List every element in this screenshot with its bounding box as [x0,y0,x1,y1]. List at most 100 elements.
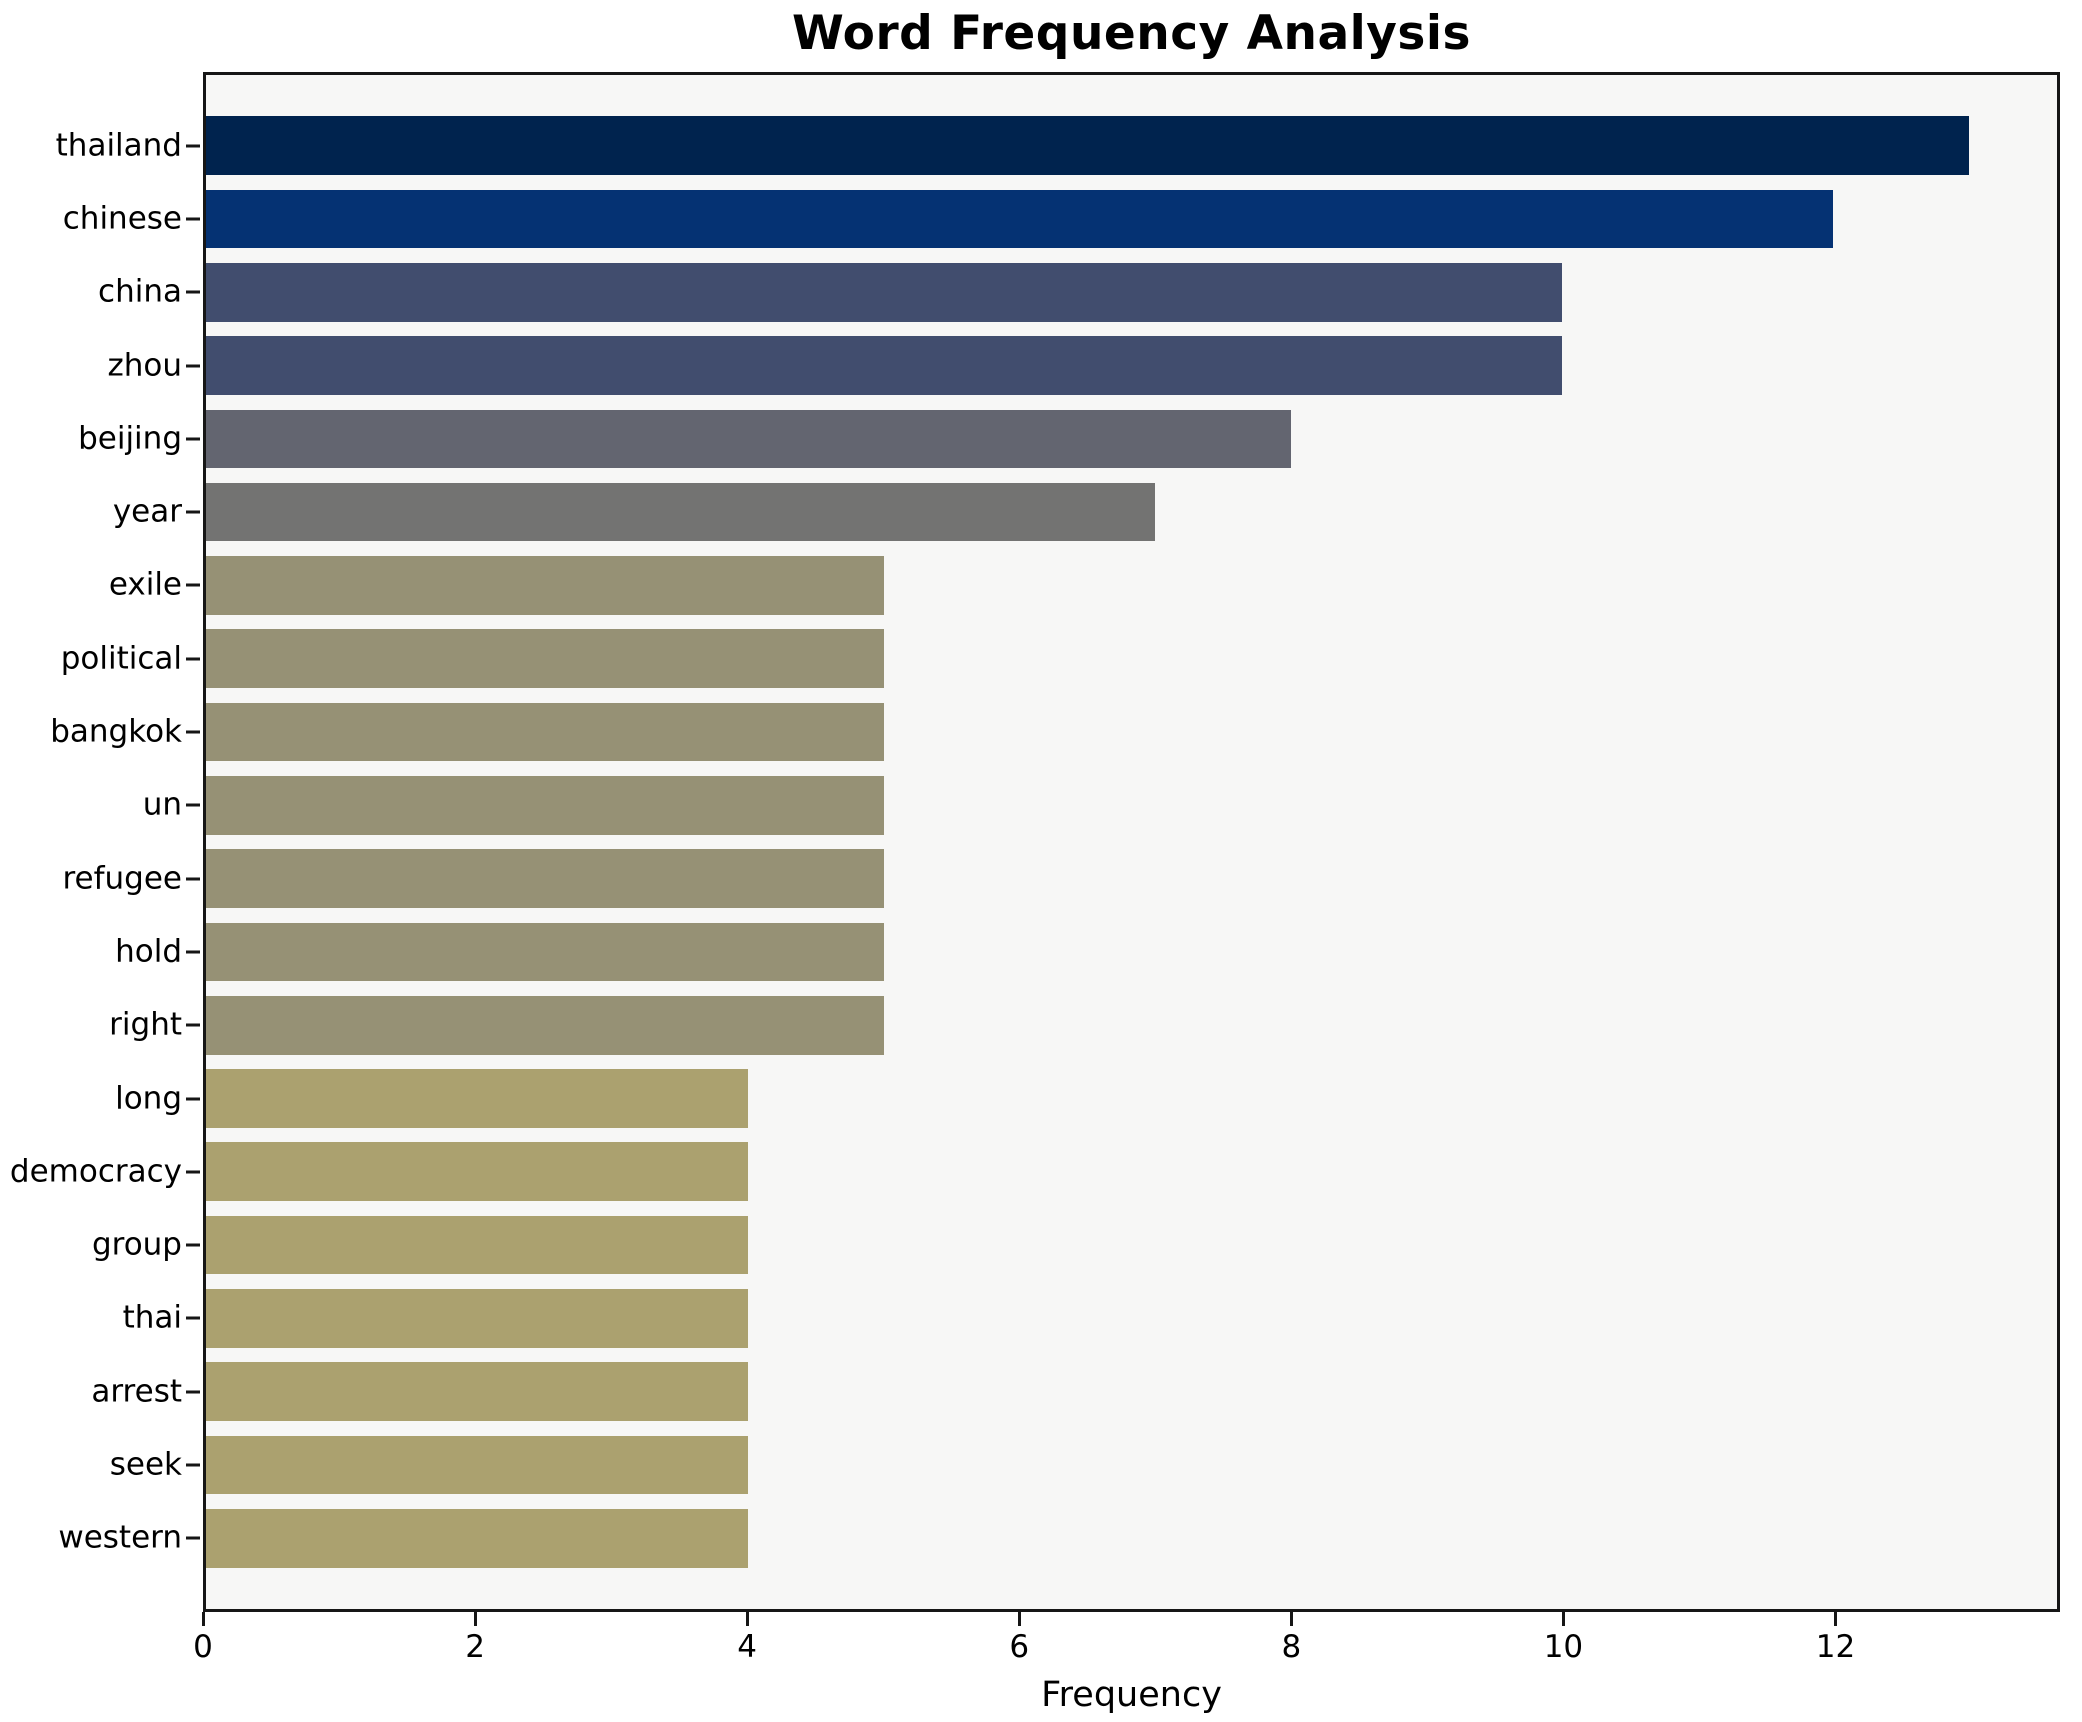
x-tick-mark [1561,1612,1565,1626]
frequency-bar [206,116,1969,175]
category-label: political [60,640,182,677]
category-label: refugee [62,860,182,897]
category-label: zhou [107,347,182,384]
bar-row: un [143,769,2057,842]
y-tick-mark [186,657,200,661]
frequency-bar [206,1289,749,1348]
plot-area: thailand chinese china zhou beijing year exile… [10,72,2060,1612]
x-tick-label: 12 [1815,1629,1856,1665]
y-tick-mark [186,510,200,514]
x-tick-label: 10 [1543,1629,1584,1665]
category-label: hold [115,933,182,970]
x-tick-mark [473,1612,477,1626]
x-tick-label: 6 [1009,1629,1030,1665]
frequency-bar [206,482,1156,542]
y-tick-mark [186,803,200,807]
y-tick-mark [186,877,200,881]
category-label: western [58,1519,182,1556]
y-tick-mark [186,1170,200,1174]
y-tick-mark [186,1097,200,1100]
category-label: beijing [78,420,182,457]
y-tick-mark [186,290,200,294]
category-label: un [142,786,182,823]
frequency-bar [206,1069,749,1128]
frequency-bar [206,1362,749,1421]
category-label: thailand [55,127,182,164]
category-label: chinese [62,200,182,237]
bar-row: political [61,622,2057,695]
category-label: seek [109,1446,182,1483]
frequency-bar [206,1215,749,1275]
bar-row: year [113,475,2057,548]
y-tick-mark [186,1463,200,1467]
category-label: bangkok [50,713,182,750]
bar-row: seek [110,1428,2057,1501]
x-tick-mark [1834,1612,1838,1626]
frequency-bar [206,1435,749,1495]
bar-row: right [109,989,2057,1062]
y-tick-mark [186,1316,200,1320]
category-label: arrest [91,1373,182,1410]
bar-row: hold [115,915,2057,988]
x-tick-label: 8 [1281,1629,1302,1665]
bar-row: refugee [62,842,2057,915]
category-label: year [112,493,182,530]
y-tick-mark [186,1390,200,1394]
x-tick-label: 0 [193,1629,213,1665]
frequency-bar [206,189,1834,249]
frequency-bar [206,629,885,689]
bar-row: thailand [56,109,2057,182]
bar-row: long [115,1062,2057,1135]
bar-row: thai [123,1282,2057,1355]
bar-row: beijing [78,402,2057,475]
frequency-bar [206,702,885,762]
y-tick-mark [186,730,200,734]
x-tick-mark [1289,1612,1293,1626]
bar-row: zhou [107,329,2057,402]
x-tick-mark [201,1612,205,1626]
y-tick-mark [186,950,200,954]
category-label: long [115,1080,182,1116]
bar-row: chinese [63,182,2057,255]
category-label: right [109,1006,182,1043]
x-tick-label: 2 [465,1629,485,1665]
y-tick-mark [186,1536,200,1540]
bar-row: western [58,1502,2057,1575]
frequency-bar [206,1508,749,1568]
frequency-bar [206,922,885,982]
category-label: thai [122,1299,182,1336]
frequency-bar [206,262,1563,322]
bar-rows: thailand chinese china zhou beijing year exile… [10,75,2057,1609]
y-tick-mark [186,437,200,441]
bar-row: arrest [91,1355,2057,1428]
y-tick-mark [186,1023,200,1027]
bar-row: china [98,256,2057,329]
frequency-bar [206,849,885,908]
x-axis-label: Frequency [1041,1675,1222,1715]
frequency-bar [206,1142,749,1202]
chart-title: Word Frequency Analysis [792,6,1471,61]
category-label: democracy [9,1153,182,1190]
y-tick-mark [186,144,200,148]
y-tick-mark [186,1243,200,1247]
x-tick-label: 4 [737,1629,758,1665]
bar-row: democracy [10,1135,2057,1208]
frequency-bar [206,409,1291,469]
frequency-bar [206,556,885,615]
x-tick-mark [745,1612,749,1626]
y-tick-mark [186,583,200,587]
bar-row: group [92,1208,2057,1281]
x-tick-mark [1017,1612,1021,1626]
bar-row: bangkok [50,695,2057,768]
x-axis-ticks: 0 2 4 6 8 10 12 [193,1612,2060,1682]
bar-row: exile [109,549,2057,622]
frequency-bar [206,995,885,1055]
frequency-bar [206,336,1563,395]
y-tick-mark [186,217,200,221]
category-label: china [98,273,182,310]
y-tick-mark [186,364,200,368]
category-label: exile [108,566,182,603]
category-label: group [91,1226,182,1263]
frequency-bar [206,776,885,835]
